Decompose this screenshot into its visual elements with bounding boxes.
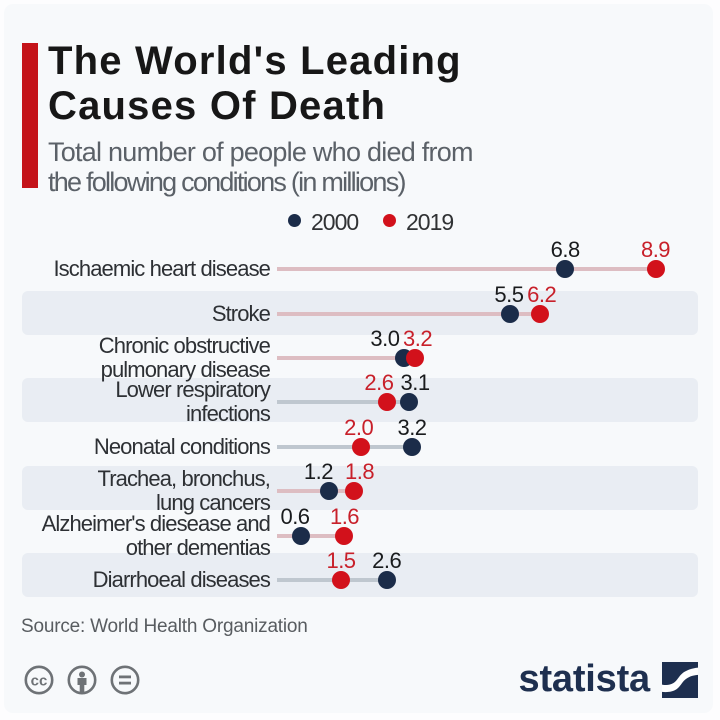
svg-text:cc: cc — [31, 673, 48, 690]
